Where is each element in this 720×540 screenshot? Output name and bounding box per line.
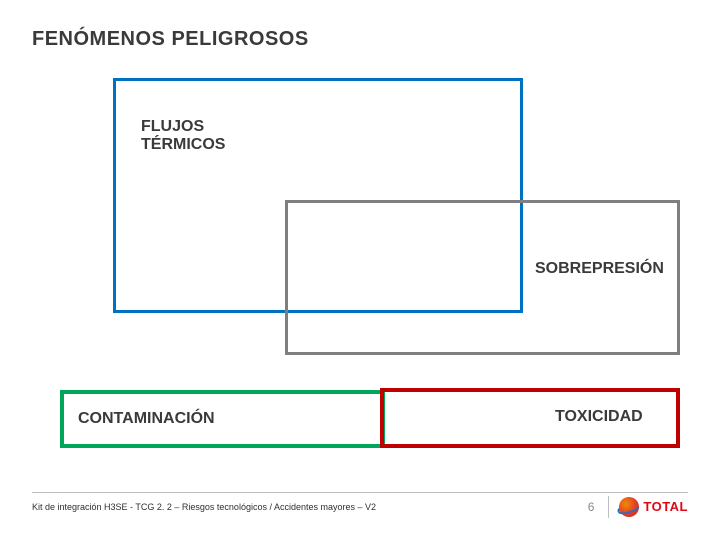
diagram-canvas: FLUJOS TÉRMICOS SOBREPRESIÓN CONTAMINACI… <box>0 0 720 540</box>
label-flujos-line1: FLUJOS <box>141 118 204 135</box>
label-contaminacion: CONTAMINACIÓN <box>78 410 215 428</box>
label-flujos-termicos: FLUJOS TÉRMICOS <box>141 118 225 155</box>
footer: Kit de integración H3SE - TCG 2. 2 – Rie… <box>32 492 688 520</box>
total-logo-text: TOTAL <box>643 499 688 514</box>
slide: FENÓMENOS PELIGROSOS FLUJOS TÉRMICOS SOB… <box>0 0 720 540</box>
page-number: 6 <box>588 500 595 514</box>
total-logo-icon <box>619 497 639 517</box>
label-flujos-line2: TÉRMICOS <box>141 136 225 153</box>
label-toxicidad: TOXICIDAD <box>555 408 643 426</box>
logo-separator <box>608 496 609 518</box>
total-logo: TOTAL <box>619 497 688 517</box>
footer-text: Kit de integración H3SE - TCG 2. 2 – Rie… <box>32 502 376 512</box>
label-sobrepresion: SOBREPRESIÓN <box>535 260 664 278</box>
